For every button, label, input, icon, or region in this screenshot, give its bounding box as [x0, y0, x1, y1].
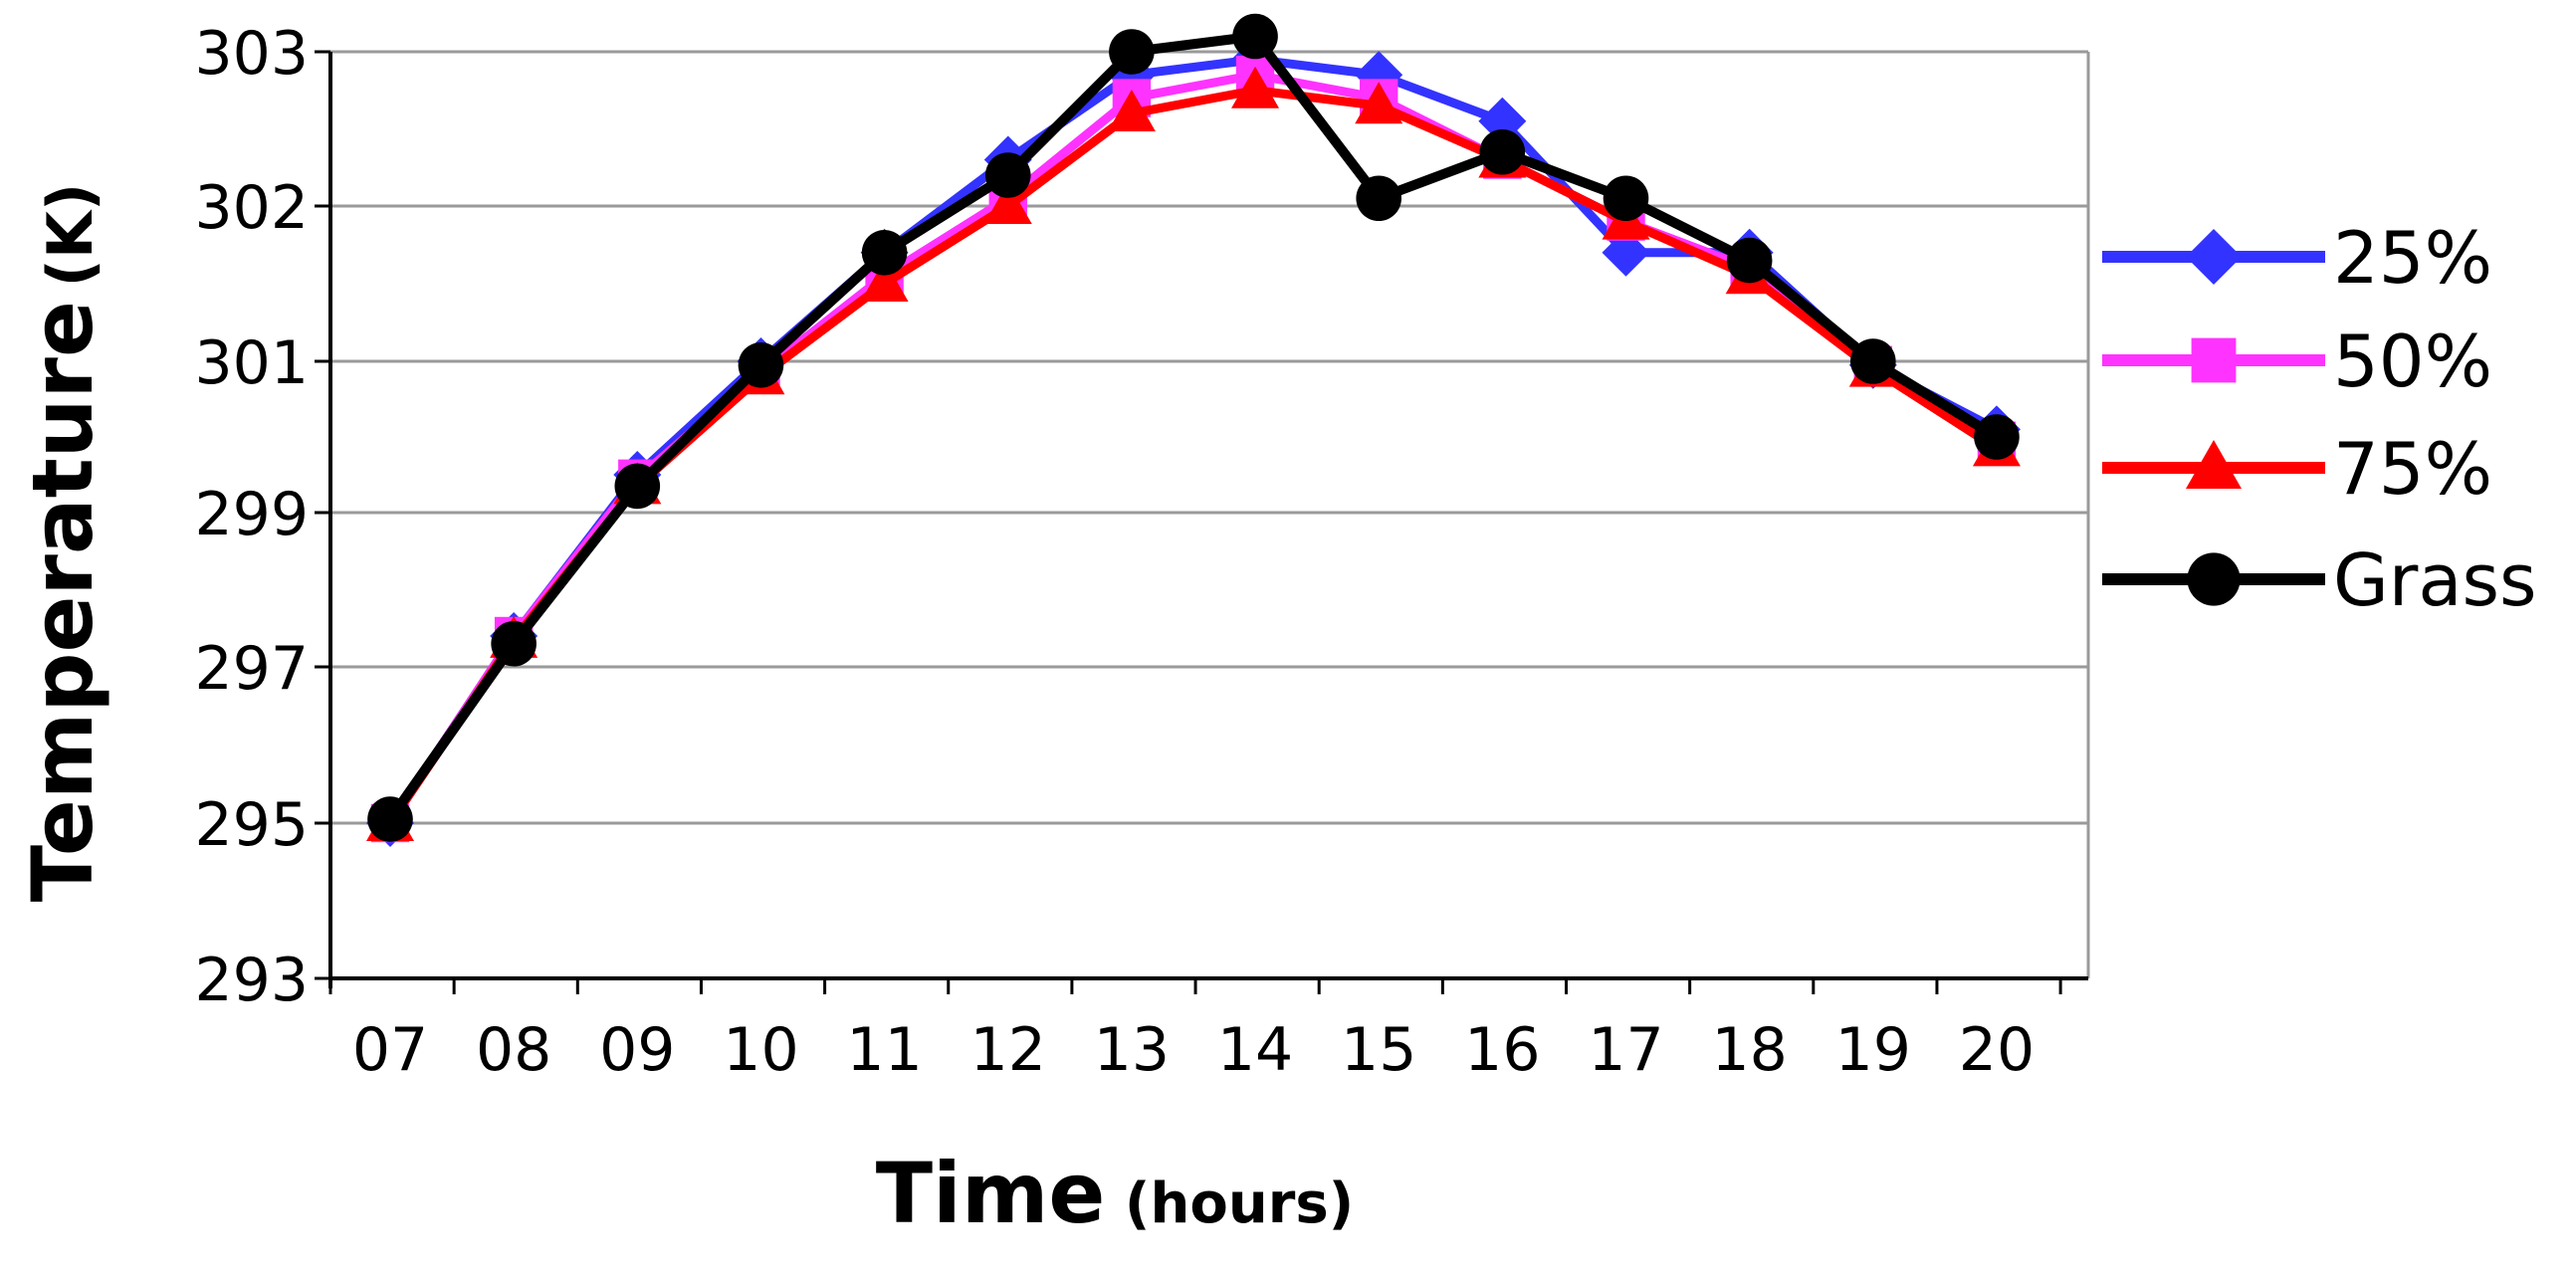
- x-tick-label: 17: [1588, 1015, 1663, 1085]
- x-tick-label: 12: [970, 1015, 1046, 1085]
- y-tick-label: 303: [194, 19, 309, 89]
- data-point-75pct: [1231, 66, 1280, 108]
- data-point-75pct: [1355, 82, 1403, 124]
- data-point-grass: [1232, 13, 1278, 60]
- x-tick-label: 08: [476, 1015, 551, 1085]
- data-point-grass: [367, 796, 413, 842]
- y-tick-label: 293: [194, 946, 309, 1015]
- series-line-50pct: [386, 70, 2000, 826]
- data-point-grass: [1603, 175, 1649, 222]
- x-tick-label: 14: [1217, 1015, 1293, 1085]
- axes: [315, 50, 2090, 994]
- y-axis-title: Temperature (K): [14, 183, 111, 903]
- legend: 25% 50% 75% Grass: [2102, 216, 2537, 622]
- series-lines: [366, 13, 2021, 847]
- series-50pct: [370, 56, 2017, 843]
- series-line-75pct: [386, 86, 2000, 826]
- x-tick-label: 10: [723, 1015, 798, 1085]
- legend-marker-75pct: [2186, 440, 2242, 489]
- legend-label: Grass: [2333, 538, 2537, 622]
- y-tick-label: 295: [194, 790, 309, 860]
- y-tick-label: 299: [194, 480, 309, 549]
- legend-item-50pct: 50%: [2102, 319, 2492, 403]
- data-point-grass: [491, 620, 537, 667]
- data-point-grass: [984, 152, 1031, 198]
- legend-marker-25pct: [2186, 229, 2242, 285]
- data-point-grass: [861, 230, 908, 276]
- data-point-75pct: [860, 260, 909, 302]
- legend-item-75pct: 75%: [2102, 427, 2492, 511]
- data-point-grass: [738, 342, 784, 388]
- y-axis-title-unit: (K): [34, 183, 107, 288]
- data-point-grass: [1479, 128, 1526, 175]
- series-25pct: [366, 35, 2021, 847]
- legend-item-25pct: 25%: [2102, 216, 2492, 300]
- x-tick-label: 11: [846, 1015, 922, 1085]
- legend-item-grass: Grass: [2102, 538, 2537, 622]
- data-point-75pct: [1107, 90, 1156, 131]
- series-grass: [367, 13, 2020, 842]
- data-point-grass: [1850, 338, 1896, 384]
- grid-lines: [330, 50, 2088, 825]
- data-point-75pct: [983, 182, 1032, 224]
- data-point-25pct: [1602, 228, 1650, 277]
- data-point-grass: [1974, 414, 2020, 460]
- x-tick-label: 18: [1711, 1015, 1787, 1085]
- x-tick-label: 16: [1464, 1015, 1540, 1085]
- x-axis-title: Time (hours): [876, 1145, 1355, 1242]
- legend-label: 25%: [2333, 216, 2492, 300]
- legend-marker-50pct: [2191, 337, 2237, 383]
- legend-marker-grass: [2187, 552, 2241, 606]
- y-tick-label: 301: [194, 328, 309, 398]
- x-tick-label: 19: [1835, 1015, 1911, 1085]
- legend-label: 50%: [2333, 319, 2492, 403]
- x-tick-label: 15: [1341, 1015, 1416, 1085]
- x-tick-label: 07: [352, 1015, 428, 1085]
- data-point-grass: [614, 463, 661, 510]
- series-line-25pct: [386, 55, 2000, 826]
- data-point-grass: [1109, 29, 1155, 75]
- x-axis-title-main: Time: [876, 1145, 1106, 1242]
- y-tick-label: 297: [194, 634, 309, 704]
- legend-label: 75%: [2333, 427, 2492, 511]
- y-axis-title-main: Temperature: [14, 301, 111, 902]
- y-tick-label: 302: [194, 173, 309, 243]
- data-point-grass: [1356, 175, 1401, 222]
- x-tick-label: 09: [599, 1015, 675, 1085]
- x-tick-label: 13: [1094, 1015, 1170, 1085]
- x-tick-labels: 07 08 09 10 11 12 13 14 15 16 17 18 19 20: [352, 1015, 2035, 1085]
- data-point-grass: [1726, 237, 1773, 284]
- series-75pct: [366, 66, 2021, 841]
- series-line-grass: [385, 31, 2000, 822]
- y-tick-labels: 293 295 297 299 301 302 303: [194, 19, 309, 1015]
- x-tick-label: 20: [1959, 1015, 2035, 1085]
- x-axis-title-unit: (hours): [1125, 1171, 1354, 1236]
